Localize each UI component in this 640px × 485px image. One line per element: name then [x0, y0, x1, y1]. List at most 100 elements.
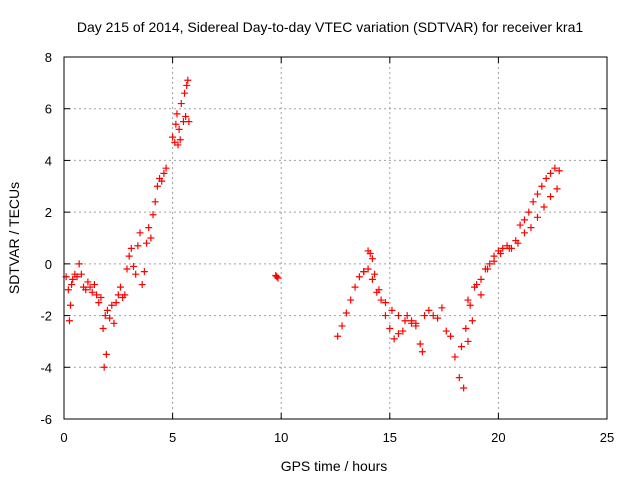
y-tick-label: -2 — [40, 309, 52, 324]
data-point — [176, 136, 184, 144]
data-point — [97, 293, 105, 301]
data-point — [455, 374, 463, 382]
data-point — [68, 281, 76, 289]
series-morning-peak — [169, 76, 193, 149]
data-point — [125, 252, 133, 260]
data-point — [520, 216, 528, 224]
data-point — [93, 291, 101, 299]
data-point — [418, 348, 426, 356]
data-point — [338, 322, 346, 330]
data-point — [173, 110, 181, 118]
data-point — [67, 301, 75, 309]
data-point — [468, 317, 476, 325]
data-point — [484, 265, 492, 273]
series-midday-point — [272, 271, 282, 282]
series-afternoon-branch — [360, 185, 561, 330]
data-point — [451, 353, 459, 361]
data-point — [516, 221, 524, 229]
data-point — [177, 100, 185, 108]
x-tick-label: 0 — [60, 430, 67, 445]
y-tick-label: 0 — [45, 257, 52, 272]
data-point — [540, 203, 548, 211]
data-point — [65, 317, 73, 325]
data-point — [551, 164, 559, 172]
data-point — [140, 268, 148, 276]
data-point — [464, 296, 472, 304]
plot-frame — [63, 56, 608, 420]
data-point — [174, 141, 182, 149]
data-point — [75, 260, 83, 268]
data-point — [143, 239, 151, 247]
data-point — [82, 286, 90, 294]
y-tick-label: 4 — [45, 153, 52, 168]
data-point — [471, 283, 479, 291]
data-point — [416, 340, 424, 348]
data-point — [160, 169, 168, 177]
data-point — [366, 250, 374, 258]
data-point — [273, 273, 281, 281]
data-point — [84, 278, 92, 286]
data-point — [364, 265, 372, 273]
data-point — [77, 270, 85, 278]
data-point — [103, 306, 111, 314]
data-point — [429, 312, 437, 320]
data-point — [505, 244, 513, 252]
data-point — [438, 304, 446, 312]
data-point — [466, 301, 474, 309]
data-point — [116, 283, 124, 291]
data-point — [145, 224, 153, 232]
data-point — [464, 337, 472, 345]
data-point — [381, 312, 389, 320]
data-point — [147, 234, 155, 242]
data-point — [442, 327, 450, 335]
data-point — [401, 317, 409, 325]
data-point — [386, 325, 394, 332]
data-point — [477, 275, 485, 283]
data-point — [347, 296, 355, 304]
data-point — [514, 239, 522, 247]
data-point — [102, 350, 110, 358]
data-point — [100, 363, 108, 371]
data-point — [95, 299, 103, 307]
x-tick-label: 25 — [600, 430, 614, 445]
data-point — [394, 312, 402, 320]
data-point — [547, 193, 555, 201]
data-point — [533, 190, 541, 198]
data-point — [394, 330, 402, 338]
data-point — [520, 229, 528, 237]
data-point — [172, 120, 180, 128]
data-point — [162, 164, 170, 172]
data-point — [151, 198, 159, 206]
series-afternoon-cluster — [334, 164, 563, 392]
data-point — [158, 177, 166, 185]
data-point — [132, 270, 140, 278]
data-point — [114, 291, 122, 299]
data-point — [185, 118, 193, 126]
data-point — [499, 244, 507, 252]
data-point — [497, 250, 505, 258]
data-point — [403, 312, 411, 320]
data-point — [421, 312, 429, 320]
data-point — [112, 299, 120, 307]
data-point — [121, 291, 129, 299]
data-point — [351, 283, 359, 291]
data-point — [90, 281, 98, 289]
x-axis-label: GPS time / hours — [281, 458, 388, 474]
data-point — [69, 275, 77, 283]
data-point — [399, 327, 407, 335]
data-point — [101, 312, 109, 320]
data-point — [334, 332, 342, 340]
data-point — [64, 286, 72, 294]
y-tick-label: 2 — [45, 205, 52, 220]
data-point — [368, 255, 376, 263]
data-point — [457, 343, 465, 351]
data-point — [542, 175, 550, 183]
y-tick-label: -6 — [40, 412, 52, 427]
data-point — [368, 275, 376, 283]
data-point — [381, 299, 389, 307]
y-axis-label: SDTVAR / TECUs — [6, 182, 22, 294]
data-point — [99, 325, 107, 332]
x-tick-label: 5 — [169, 430, 176, 445]
data-point — [130, 262, 138, 270]
